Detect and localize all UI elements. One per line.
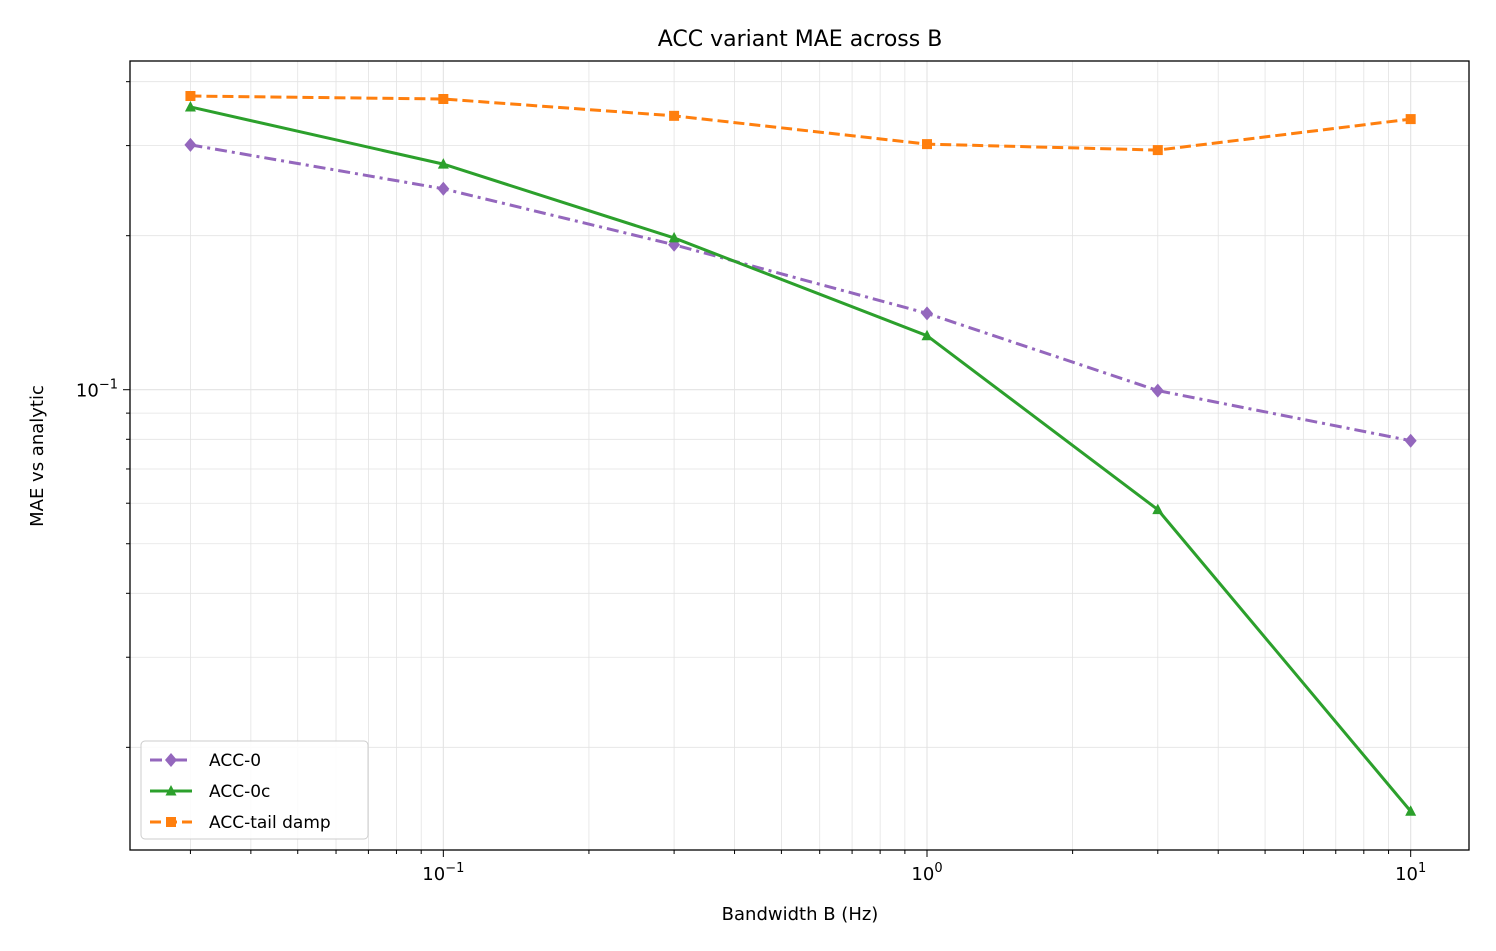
series-line xyxy=(190,94,1411,152)
data-point xyxy=(185,91,196,102)
data-point xyxy=(921,306,934,321)
plot-frame xyxy=(129,60,1470,851)
data-point xyxy=(669,110,680,121)
series-line xyxy=(190,143,1411,443)
data-point xyxy=(184,137,197,152)
legend-label: ACC-tail damp xyxy=(209,813,331,833)
data-point xyxy=(1404,433,1417,448)
legend-box xyxy=(140,740,369,840)
data-point xyxy=(922,139,933,150)
series-acc-tail-damp xyxy=(185,91,1416,156)
series-acc-0c xyxy=(184,100,1417,816)
legend-marker xyxy=(166,817,176,827)
series-line xyxy=(190,105,1412,813)
grid xyxy=(130,61,1469,850)
data-point xyxy=(438,93,449,104)
x-axis-label: Bandwidth B (Hz) xyxy=(722,904,879,925)
data-point xyxy=(1405,114,1416,125)
data-point xyxy=(1152,503,1164,515)
data-point xyxy=(668,231,680,243)
data-point xyxy=(1152,145,1163,156)
legend-label: ACC-0c xyxy=(209,782,270,802)
data-point xyxy=(1151,383,1164,398)
chart-title: ACC variant MAE across B xyxy=(658,27,943,52)
data-point xyxy=(184,100,196,112)
data-point xyxy=(437,158,449,169)
legend: ACC-0 ACC-0c ACC-tail damp xyxy=(140,740,369,840)
series-layer xyxy=(184,91,1417,816)
legend-label: ACC-0 xyxy=(209,751,261,771)
data-point xyxy=(437,181,450,196)
legend-marker xyxy=(165,753,177,767)
data-point xyxy=(921,329,933,341)
y-axis-label: MAE vs analytic xyxy=(27,385,48,527)
legend-marker xyxy=(165,785,177,796)
data-point xyxy=(1405,805,1417,816)
